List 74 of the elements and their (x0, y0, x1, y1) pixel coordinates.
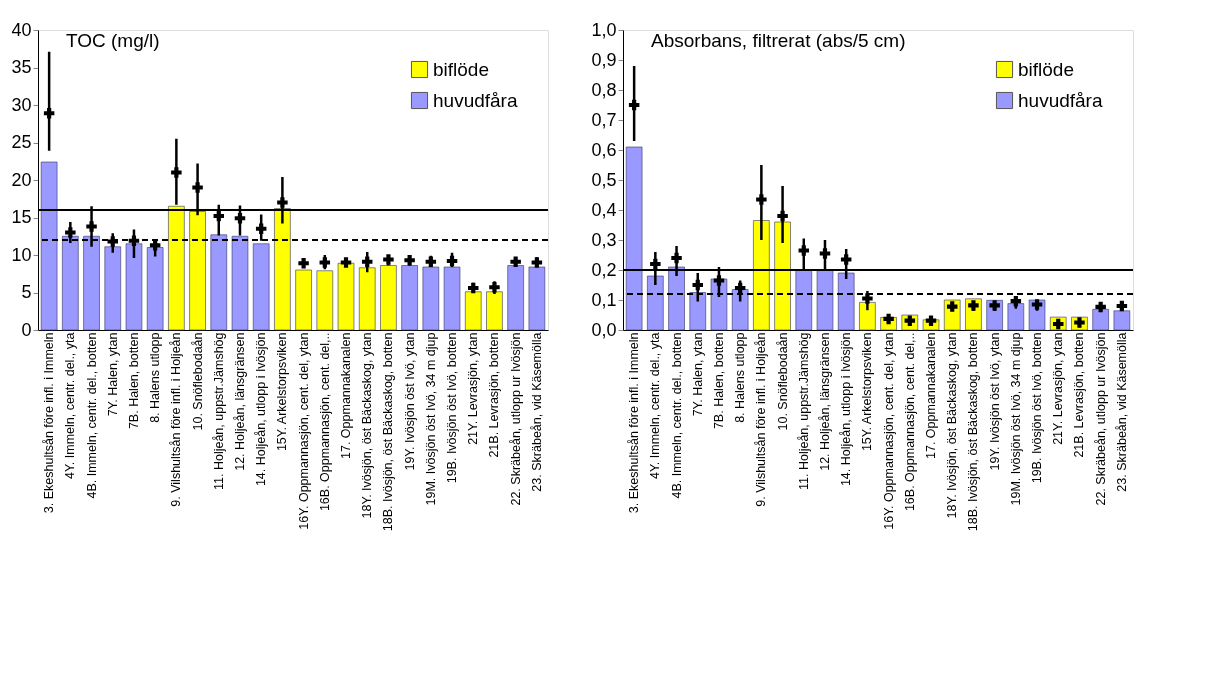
x-tick-label: 9. Vilshultsån före infl. i Holjeån (754, 332, 769, 507)
y-tick-label: 0,5 (591, 169, 617, 190)
x-tick-label: 18Y. Ivösjön, öst Bäckaskog, ytan (945, 332, 960, 519)
y-tick-label: 0,7 (591, 109, 617, 130)
chart-title: TOC (mg/l) (66, 30, 160, 51)
x-tick-label: 19M. Ivösjön öst Ivö, 34 m djup (1008, 332, 1023, 506)
x-tick-label: 4Y. Immeln, centr. del., yta (648, 332, 663, 479)
x-tick-label: 12. Holjeån, länsgränsen (817, 332, 832, 471)
x-tick-label: 11. Holjeån, uppstr.Jämshög (211, 332, 226, 491)
x-tick-label: 12. Holjeån, länsgränsen (232, 332, 247, 471)
x-tick-label: 9. Vilshultsån före infl. i Holjeån (169, 332, 184, 507)
x-tick-label: 22. Skräbeån, utlopp ur Ivösjön (508, 332, 523, 506)
x-tick-label: 7Y. Halen, ytan (105, 332, 120, 417)
x-tick-label: 19M. Ivösjön öst Ivö, 34 m djup (423, 332, 438, 506)
legend-label: huvudfåra (1018, 89, 1103, 111)
y-tick-label: 35 (11, 57, 32, 77)
x-tick-label: 8. Halens utlopp (733, 332, 748, 423)
y-tick-label: 40 (11, 19, 32, 40)
x-tick-label: 19B. Ivösjön öst Ivö, botten (445, 332, 460, 484)
x-tick-label: 19B. Ivösjön öst Ivö, botten (1030, 332, 1045, 484)
x-tick-label: 4B. Immeln, centr. del., botten (669, 332, 684, 499)
y-tick-label: 0,3 (591, 229, 617, 250)
x-tick-label: 3. Ekeshultsån före infl. i Immeln (42, 332, 57, 514)
x-tick-label: 18B. Ivösjön, öst Bäckaskog, botten (966, 332, 981, 532)
y-tick-label: 0,4 (591, 199, 617, 220)
x-tick-label: 15Y. Arkelstorpsviken (275, 332, 290, 452)
x-tick-label: 16Y. Oppmannasjön, cent. del, ytan (296, 332, 311, 530)
x-tick-label: 18Y. Ivösjön, öst Bäckaskog, ytan (360, 332, 375, 519)
x-tick-label: 21Y. Levrasjön, ytan (466, 332, 481, 445)
y-tick-label: 5 (21, 282, 32, 302)
y-tick-label: 0,0 (591, 319, 617, 340)
x-tick-label: 21Y. Levrasjön, ytan (1051, 332, 1066, 445)
x-tick-label: 16B. Oppmannasjön, cent. del,.. (317, 332, 332, 512)
x-tick-label: 17. Oppmannakanalen (339, 332, 354, 459)
legend-label: biflöde (433, 58, 489, 80)
y-tick-label: 20 (11, 169, 32, 190)
x-tick-label: 21B. Levrasjön, botten (487, 332, 502, 458)
x-tick-label: 19Y. Ivösjön öst Ivö, ytan (402, 332, 417, 471)
x-tick-label: 19Y. Ivösjön öst Ivö, ytan (987, 332, 1002, 471)
x-tick-label: 15Y. Arkelstorpsviken (860, 332, 875, 452)
x-tick-label: 3. Ekeshultsån före infl. i Immeln (627, 332, 642, 514)
y-tick-label: 0,1 (591, 289, 617, 310)
y-tick-label: 0,9 (591, 49, 617, 70)
x-tick-label: 23. Skräbeån, vid Käsemölla (1114, 332, 1129, 492)
x-tick-label: 16B. Oppmannasjön, cent. del,.. (902, 332, 917, 512)
x-tick-label: 4B. Immeln, centr. del., botten (84, 332, 99, 499)
y-tick-label: 0,2 (591, 259, 617, 280)
x-tick-label: 10. Snöflebodaån (775, 332, 790, 431)
y-tick-label: 0 (21, 319, 32, 340)
y-tick-label: 1,0 (591, 19, 617, 40)
x-tick-label: 21B. Levrasjön, botten (1072, 332, 1087, 458)
x-tick-label: 23. Skräbeån, vid Käsemölla (529, 332, 544, 492)
legend-label: huvudfåra (433, 89, 518, 111)
x-tick-label: 14. Holjeån, utlopp i Ivösjön (839, 332, 854, 487)
y-tick-label: 10 (11, 244, 32, 265)
x-tick-label: 8. Halens utlopp (148, 332, 163, 423)
x-tick-label: 10. Snöflebodaån (190, 332, 205, 431)
y-tick-label: 25 (11, 132, 32, 152)
x-tick-label: 16Y. Oppmannasjön, cent. del, ytan (881, 332, 896, 530)
y-tick-label: 15 (11, 207, 32, 227)
chart-title: Absorbans, filtrerat (abs/5 cm) (651, 30, 906, 51)
x-tick-label: 18B. Ivösjön, öst Bäckaskog, botten (381, 332, 396, 532)
y-tick-label: 0,8 (591, 79, 617, 100)
x-tick-label: 17. Oppmannakanalen (924, 332, 939, 459)
legend-label: biflöde (1018, 58, 1074, 80)
x-tick-label: 11. Holjeån, uppstr.Jämshög (796, 332, 811, 491)
x-tick-label: 7B. Halen, botten (711, 332, 726, 430)
x-tick-label: 14. Holjeån, utlopp i Ivösjön (254, 332, 269, 487)
y-tick-label: 0,6 (591, 139, 617, 160)
x-tick-label: 7Y. Halen, ytan (690, 332, 705, 417)
x-tick-label: 22. Skräbeån, utlopp ur Ivösjön (1093, 332, 1108, 506)
y-tick-label: 30 (11, 94, 32, 115)
x-tick-label: 7B. Halen, botten (126, 332, 141, 430)
x-tick-label: 4Y. Immeln, centr. del., yta (63, 332, 78, 479)
